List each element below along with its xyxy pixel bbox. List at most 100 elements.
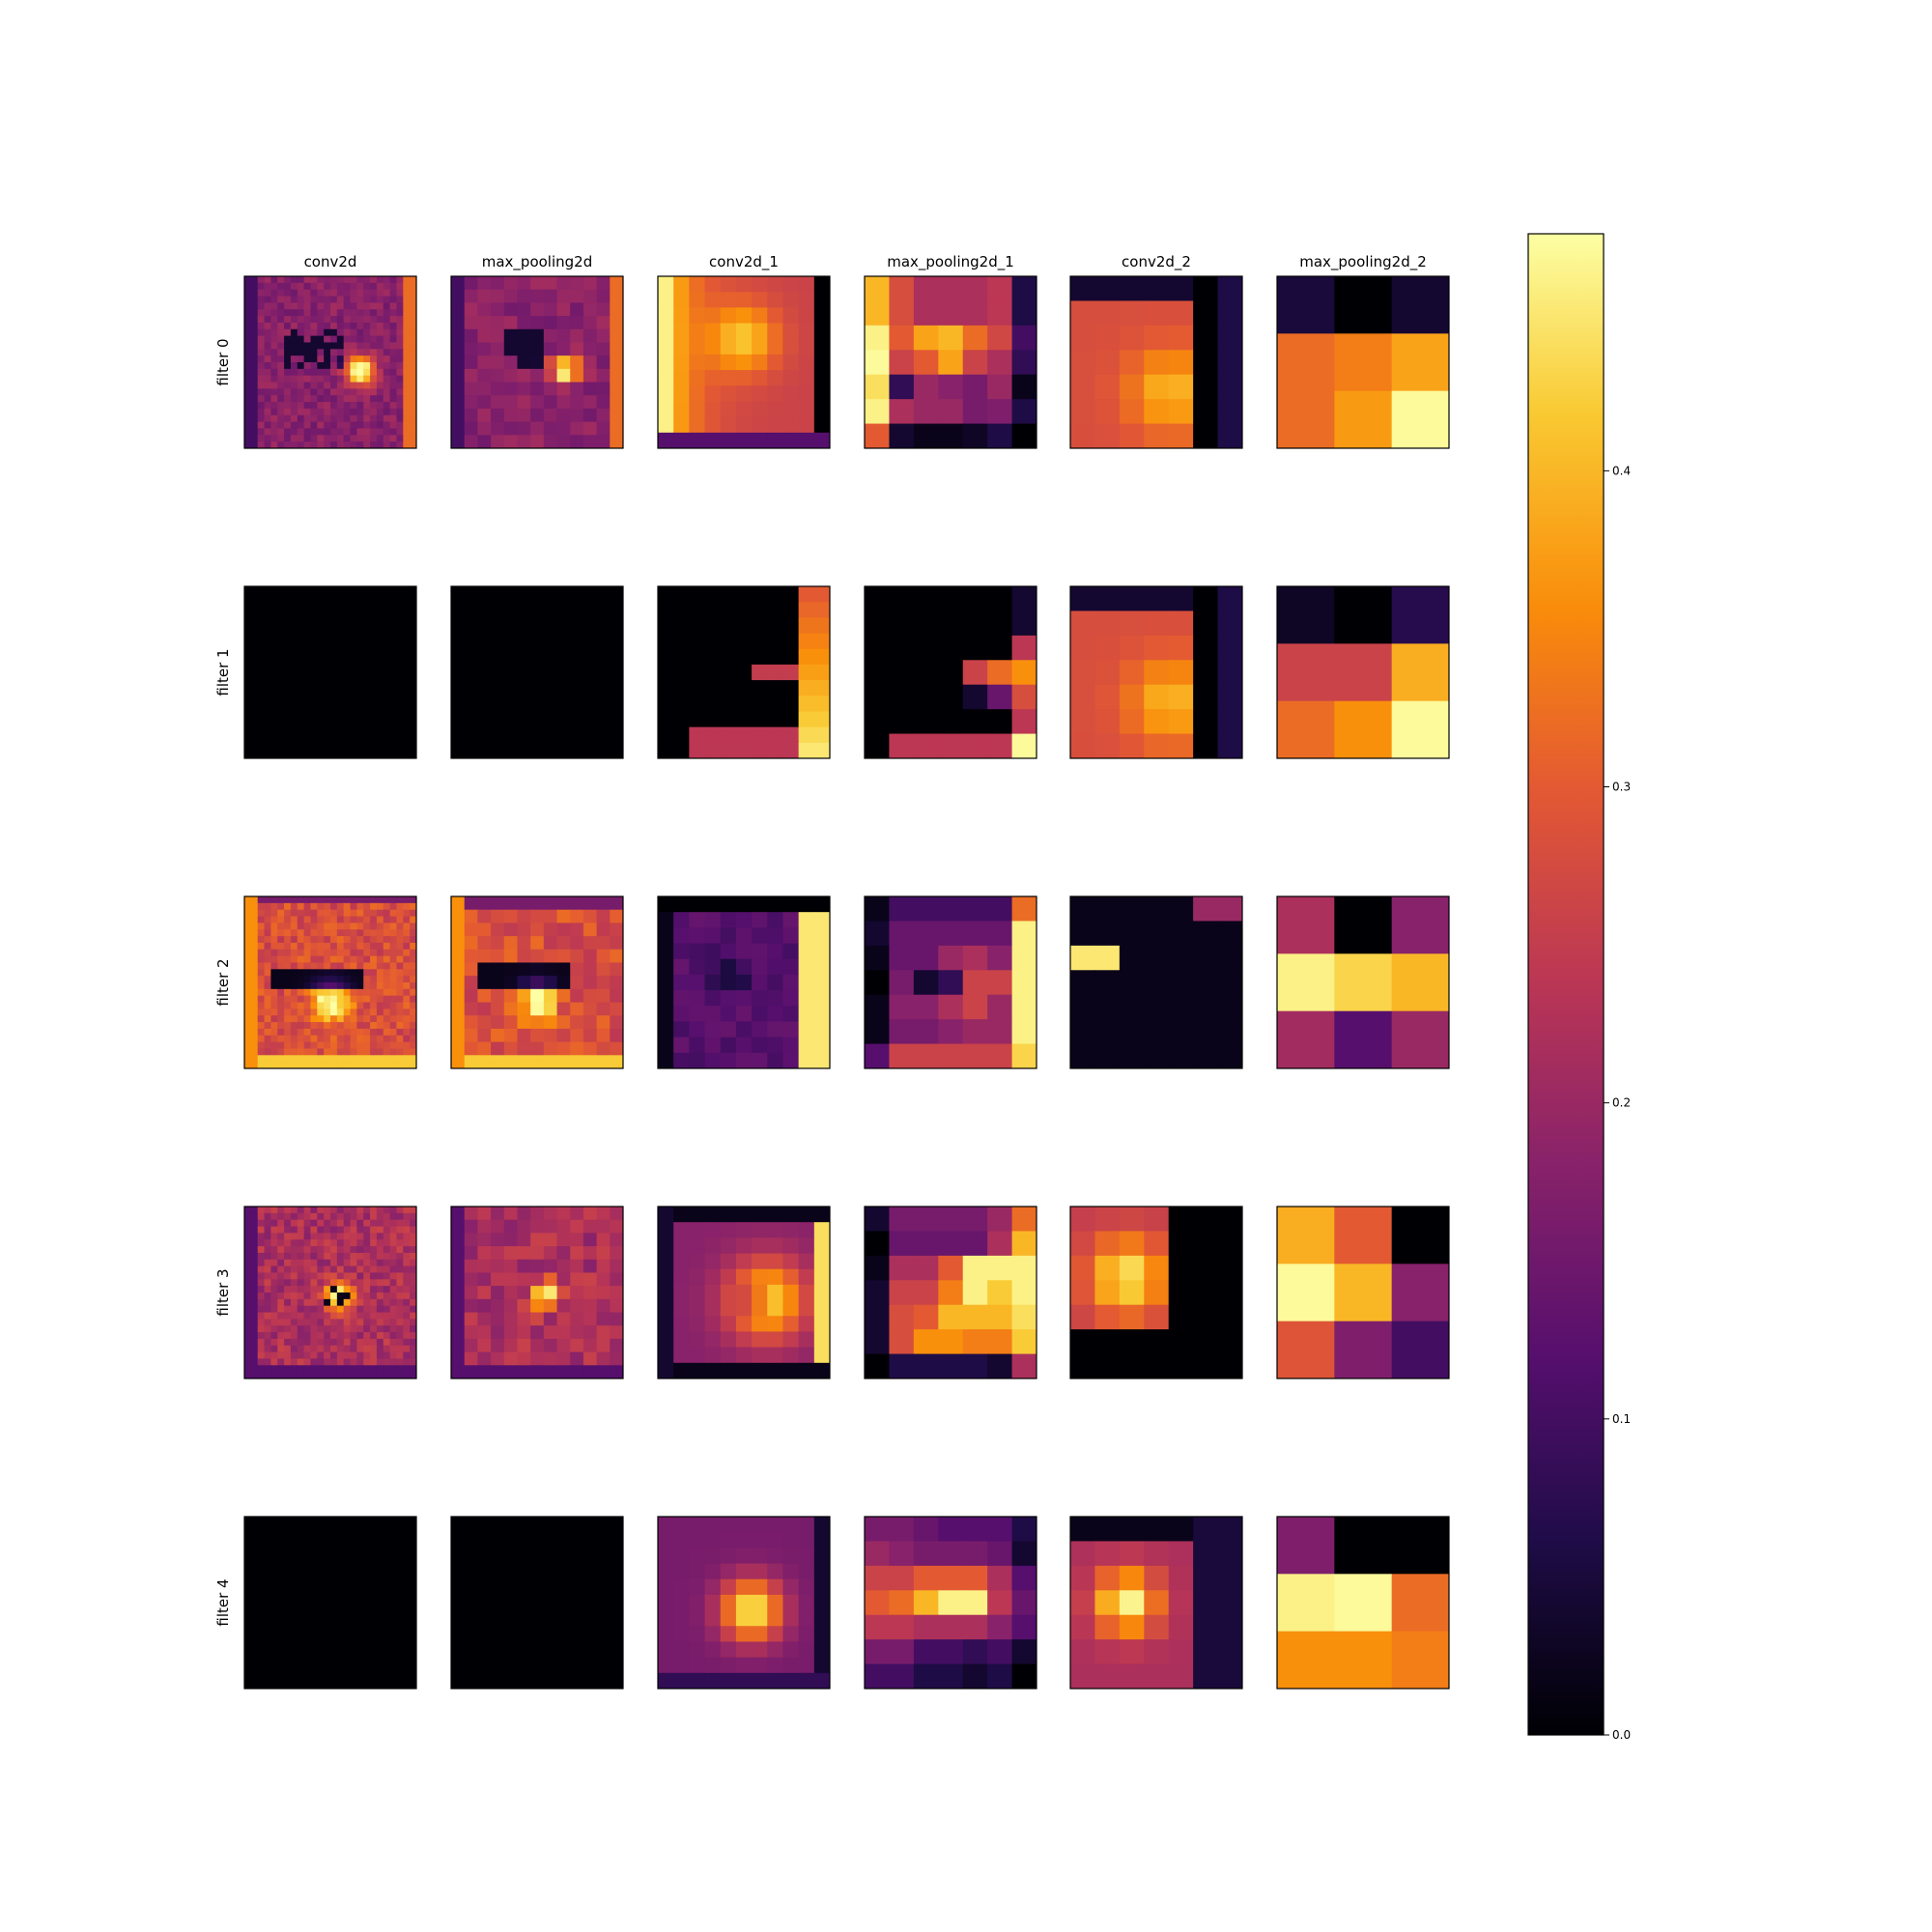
heatmap-cell — [735, 385, 753, 402]
heatmap-cell — [1094, 1207, 1121, 1232]
heatmap-cell — [250, 1536, 259, 1544]
heatmap-cell — [303, 698, 311, 706]
heatmap-cell — [491, 1351, 505, 1366]
heatmap-cell — [410, 678, 417, 687]
heatmap-cell — [264, 282, 271, 291]
heatmap-cell — [257, 988, 266, 997]
heatmap-cell — [303, 1522, 311, 1531]
heatmap-cell — [543, 612, 558, 627]
heatmap-cell — [350, 408, 357, 416]
heatmap-cell — [376, 428, 384, 436]
heatmap-cell — [582, 909, 598, 923]
heatmap-cell — [297, 731, 305, 739]
heatmap-cell — [330, 1286, 338, 1293]
heatmap-cell — [477, 1365, 492, 1379]
heatmap-cell — [356, 1002, 364, 1009]
heatmap-cell — [1193, 1280, 1219, 1306]
heatmap-cell — [244, 395, 252, 403]
heatmap-cell — [310, 626, 318, 634]
heatmap-cell — [464, 1312, 478, 1326]
heatmap-cell — [284, 395, 292, 403]
heatmap-cell — [938, 921, 964, 947]
heatmap-cell — [403, 712, 411, 720]
heatmap-cell — [297, 988, 305, 997]
heatmap-cell — [376, 402, 384, 410]
heatmap-cell — [324, 1642, 331, 1650]
heatmap-cell — [396, 1035, 404, 1043]
heatmap-cell — [1193, 374, 1219, 400]
heatmap-cell — [383, 1226, 391, 1234]
heatmap-cell — [962, 276, 988, 301]
heatmap-cell — [363, 1596, 371, 1604]
heatmap-cell — [290, 909, 298, 918]
heatmap-cell — [1217, 1304, 1243, 1330]
heatmap-cell — [303, 738, 311, 746]
heatmap-cell — [324, 1549, 331, 1557]
heatmap-cell — [987, 399, 1013, 425]
heatmap-cell — [1193, 350, 1219, 376]
heatmap-cell — [403, 349, 411, 356]
heatmap-cell — [570, 1338, 584, 1353]
heatmap-cell — [310, 652, 318, 660]
heatmap-cell — [350, 592, 357, 601]
heatmap-cell — [250, 969, 259, 977]
heatmap-cell — [303, 1022, 311, 1030]
heatmap-cell — [782, 974, 800, 991]
heatmap-cell — [303, 1055, 311, 1063]
heatmap-cell — [451, 666, 466, 680]
heatmap-cell — [264, 1372, 271, 1379]
heatmap-cell — [704, 726, 722, 744]
heatmap-cell — [270, 692, 278, 699]
heatmap-cell — [257, 1265, 266, 1273]
heatmap-cell — [1070, 1329, 1095, 1355]
heatmap-cell — [277, 942, 285, 951]
heatmap-cell — [451, 395, 466, 410]
heatmap-cell — [658, 1284, 674, 1301]
heatmap-cell — [330, 1252, 338, 1261]
heatmap-cell — [290, 1549, 298, 1557]
heatmap-cell — [317, 1562, 325, 1571]
heatmap-cell — [403, 1648, 411, 1657]
heatmap-cell — [284, 606, 292, 613]
heatmap-cell — [303, 1603, 311, 1610]
heatmap-cell — [250, 302, 259, 310]
heatmap-cell — [270, 1002, 278, 1009]
heatmap-cell — [913, 399, 939, 425]
heatmap-cell — [389, 441, 397, 449]
heatmap-cell — [343, 342, 352, 350]
heatmap-cell — [336, 942, 345, 951]
heatmap-cell — [317, 652, 325, 660]
heatmap-cell — [477, 1041, 492, 1056]
heatmap-cell — [303, 382, 311, 389]
heatmap-cell — [376, 1272, 384, 1280]
heatmap-cell — [403, 375, 411, 384]
heatmap-cell — [689, 711, 706, 728]
heatmap-cell — [477, 1002, 492, 1016]
heatmap-cell — [290, 1358, 298, 1366]
heatmap-cell — [270, 712, 278, 720]
heatmap-cell — [396, 1022, 404, 1030]
heatmap-cell — [464, 923, 478, 937]
heatmap-cell — [403, 1286, 411, 1293]
heatmap-cell — [962, 1019, 988, 1045]
heatmap-cell — [556, 1207, 571, 1221]
heatmap-cell — [383, 632, 391, 640]
heatmap-cell — [376, 1543, 384, 1550]
heatmap-cell — [735, 401, 753, 418]
heatmap-cell — [1144, 300, 1170, 327]
heatmap-cell — [244, 606, 252, 613]
heatmap-cell — [356, 1655, 364, 1663]
heatmap-cell — [324, 731, 331, 739]
heatmap-cell — [277, 441, 285, 449]
heatmap-cell — [582, 626, 598, 640]
heatmap-cell — [297, 1325, 305, 1333]
heatmap-cell — [310, 302, 318, 310]
heatmap-cell — [343, 982, 352, 990]
heatmap-cell — [464, 328, 478, 343]
heatmap-cell — [582, 936, 598, 951]
heatmap-cell — [284, 916, 292, 923]
heatmap-cell — [582, 586, 598, 601]
heatmap-cell — [376, 718, 384, 726]
heatmap-cell — [383, 672, 391, 680]
heatmap-cell — [330, 1015, 338, 1023]
